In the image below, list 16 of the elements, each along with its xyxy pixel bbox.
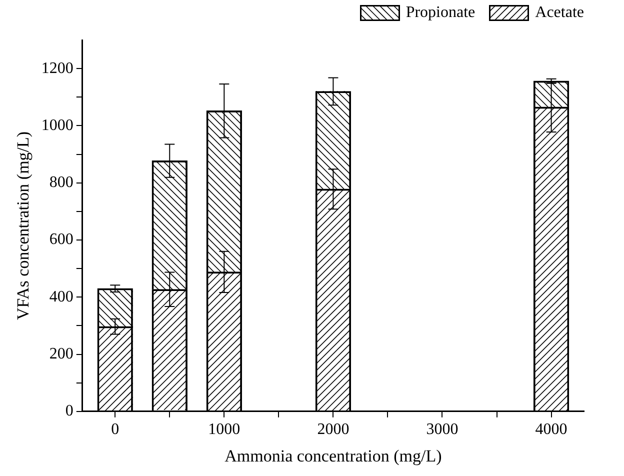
x-tick-label: 0 bbox=[111, 421, 120, 438]
y-tick-label: 0 bbox=[65, 402, 74, 420]
legend-label: Acetate bbox=[535, 4, 584, 22]
y-tick-label: 1000 bbox=[41, 116, 74, 134]
y-tick-label: 400 bbox=[49, 288, 74, 306]
y-axis-title: VFAs concentration (mg/L) bbox=[14, 131, 33, 320]
y-tick-label: 600 bbox=[49, 231, 74, 248]
x-axis-title: Ammonia concentration (mg/L) bbox=[224, 446, 442, 466]
x-tick-label: 3000 bbox=[426, 421, 458, 438]
y-tick-label: 1200 bbox=[41, 60, 74, 77]
y-tick-label: 800 bbox=[49, 174, 74, 192]
x-tick-label: 2000 bbox=[317, 421, 350, 438]
x-tick-label: 1000 bbox=[208, 421, 240, 438]
legend-label: Propionate bbox=[406, 4, 476, 22]
y-tick-label: 200 bbox=[49, 345, 74, 362]
x-tick-label: 4000 bbox=[535, 421, 568, 438]
